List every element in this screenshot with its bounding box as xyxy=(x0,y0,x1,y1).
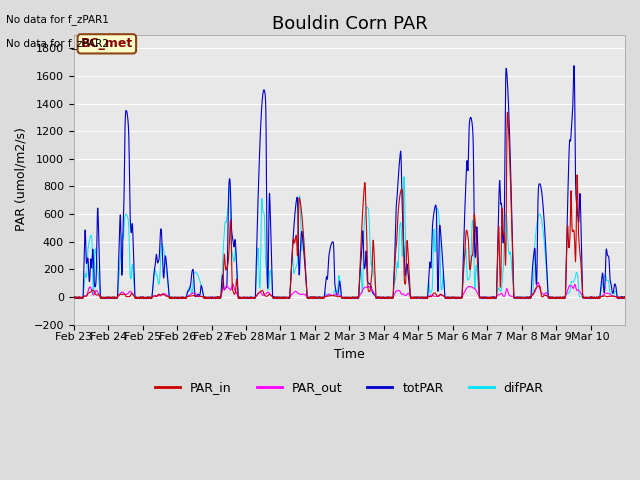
X-axis label: Time: Time xyxy=(334,348,365,361)
Legend: PAR_in, PAR_out, totPAR, difPAR: PAR_in, PAR_out, totPAR, difPAR xyxy=(150,376,548,399)
Title: Bouldin Corn PAR: Bouldin Corn PAR xyxy=(271,15,428,33)
Text: No data for f_zPAR2: No data for f_zPAR2 xyxy=(6,38,109,49)
Y-axis label: PAR (umol/m2/s): PAR (umol/m2/s) xyxy=(15,128,28,231)
Text: No data for f_zPAR1: No data for f_zPAR1 xyxy=(6,14,109,25)
Text: BC_met: BC_met xyxy=(81,37,133,50)
